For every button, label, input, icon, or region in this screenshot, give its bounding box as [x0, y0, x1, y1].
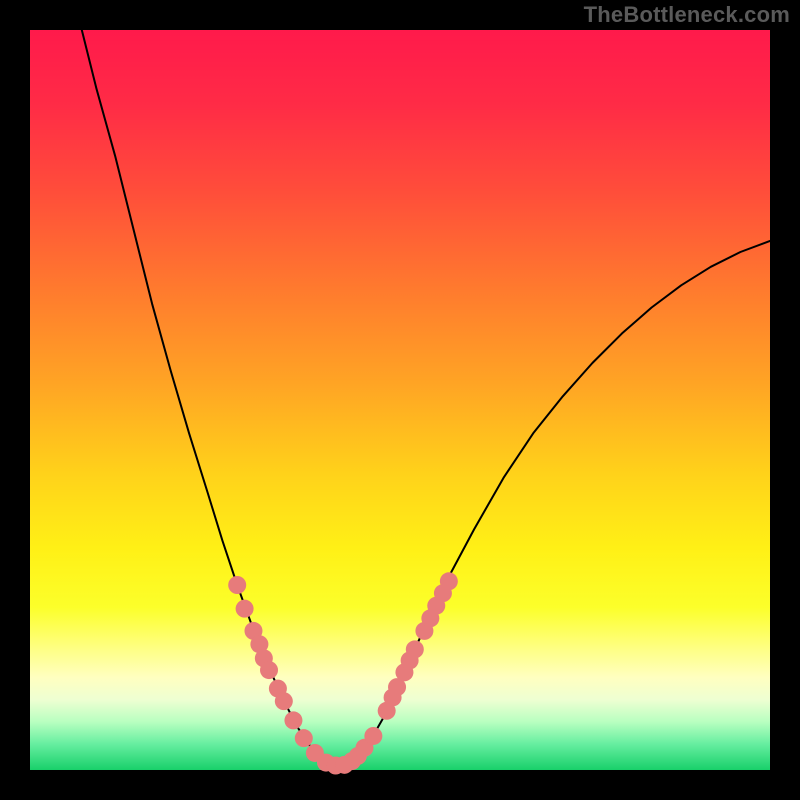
curve-marker [284, 711, 302, 729]
chart-frame: TheBottleneck.com [0, 0, 800, 800]
curve-marker [260, 661, 278, 679]
curve-marker [364, 727, 382, 745]
curve-marker [406, 640, 424, 658]
curve-marker [275, 692, 293, 710]
bottleneck-chart [0, 0, 800, 800]
plot-background [30, 30, 770, 770]
curve-marker [295, 729, 313, 747]
curve-marker [228, 576, 246, 594]
watermark-text: TheBottleneck.com [584, 2, 790, 28]
curve-marker [236, 600, 254, 618]
curve-marker [440, 572, 458, 590]
